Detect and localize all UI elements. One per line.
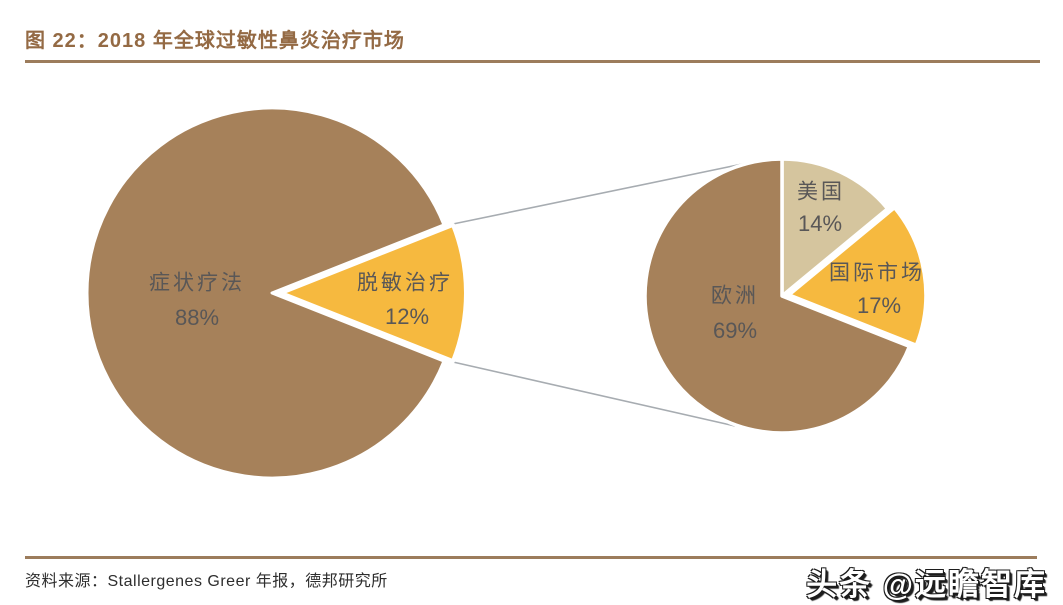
slice-desensitization [279,222,468,364]
watermark-logo: 头条 @远瞻智库 [806,567,1047,602]
slice-pct-symptomatic-therapy: 88% [174,305,220,330]
figure-title: 图 22：2018 年全球过敏性鼻炎治疗市场 [25,30,405,52]
source-note: 资料来源：Stallergenes Greer 年报，德邦研究所 [25,573,388,590]
slice-label-us: 美国 [797,180,845,204]
callout-line-bottom [452,361,736,427]
slice-label-symptomatic-therapy: 症状疗法 [149,271,245,295]
slice-us [780,157,890,298]
slice-label-international-market: 国际市场 [829,261,925,285]
callout-line-top [452,161,753,225]
slice-label-desensitization: 脱敏治疗 [357,271,453,295]
slice-europe [643,157,912,435]
slice-pct-desensitization: 12% [384,304,430,329]
title-divider-line [25,60,1040,63]
slice-international-market [787,205,928,348]
slice-pct-international-market: 17% [856,293,902,318]
pie-global-market [85,106,468,480]
slice-label-europe: 欧洲 [711,284,759,308]
footer-divider-line [25,556,1037,559]
slice-pct-europe: 69% [712,318,758,343]
slice-pct-us: 14% [797,211,843,236]
pie-region-breakdown [643,157,928,435]
slice-symptomatic-therapy [85,106,446,480]
